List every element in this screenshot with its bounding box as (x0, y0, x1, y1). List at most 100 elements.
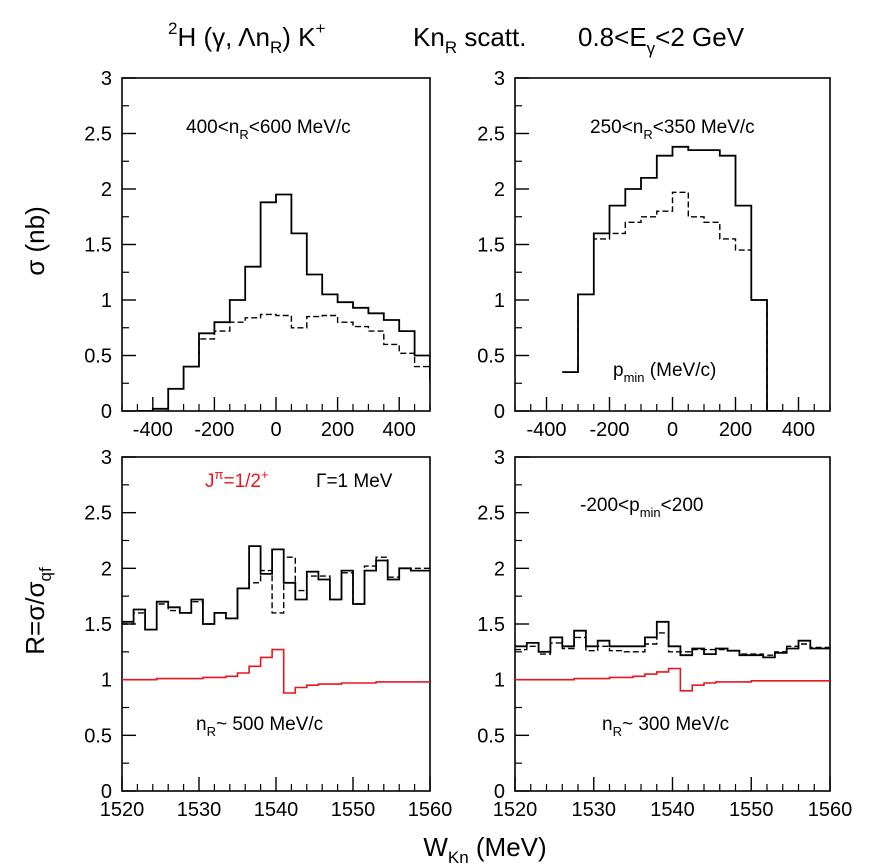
y-tick-label: 1 (101, 290, 112, 312)
panel4-nr-note: nR~ 300 MeV/c (602, 714, 729, 739)
x-tick-label: 1530 (177, 799, 222, 821)
x-tick-label: 0 (270, 419, 281, 441)
panel1-range-pre: 400<n (186, 117, 239, 138)
panel2-pmin-pre: p (613, 360, 624, 381)
panel4-pmin-sub: min (640, 505, 661, 520)
panel-top-left: 0 0.5 1 1.5 2 2.5 3 -400 -200 0 200 400 (84, 68, 431, 441)
y-tick-label: 2 (494, 179, 505, 201)
y-tick-label: 0.5 (477, 346, 505, 368)
y-tick-label: 0 (494, 401, 505, 423)
x-tick-label: -200 (589, 419, 629, 441)
panel4-nr-pre: n (602, 714, 613, 735)
panel4-nr-post: ~ 300 MeV/c (622, 714, 729, 735)
y-tick-label: 2.5 (84, 503, 112, 525)
panel2-range-post: <350 MeV/c (653, 117, 755, 138)
panel-top-right: 0 0.5 1 1.5 2 2.5 3 -400 -200 0 200 400 (477, 68, 831, 441)
y-tick-label: 1.5 (84, 614, 112, 636)
x-tick-label: -400 (133, 419, 173, 441)
panel1-range-post: <600 MeV/c (249, 117, 351, 138)
panel-bottom-left: 0 0.5 1 1.5 2 2.5 3 1520 1530 1540 1550 1560 (84, 447, 452, 821)
x-tick-label: 0 (667, 419, 678, 441)
y-tick-label: 1 (494, 670, 505, 692)
x-tick-label: 400 (383, 419, 416, 441)
y-tick-label: 2.5 (477, 503, 505, 525)
panel3-jpi-pre: J (205, 471, 215, 492)
x-tick-label: 1540 (254, 799, 299, 821)
y-tick-label: 2 (101, 179, 112, 201)
x-tick-label: 1520 (493, 799, 538, 821)
panel1-range-label: 400<nR<600 MeV/c (186, 117, 351, 142)
y-tick-label: 1.5 (477, 235, 505, 257)
svg-text:KnR scatt.: KnR scatt. (413, 22, 526, 57)
series-solid-line (137, 193, 430, 411)
panel1-range-sub: R (239, 127, 248, 142)
y-tick-label: 0.5 (477, 725, 505, 747)
y-tick-label: 2.5 (84, 124, 112, 146)
x-axis-label-bottom-pre: W (423, 832, 448, 862)
panel4-pmin-pre: -200<p (580, 495, 640, 516)
x-axis-label-bottom: WKn (MeV) (423, 832, 546, 867)
y-tick-label: 0 (101, 401, 112, 423)
panel4-pmin-post: <200 (661, 495, 704, 516)
panel3-jpi-sup2: + (261, 467, 269, 482)
series-dashed-line (515, 632, 830, 656)
y-axis-label-bottom: R=σ/σqf (20, 567, 55, 655)
x-tick-label: 1550 (729, 799, 774, 821)
title-energy-pre: 0.8<E (578, 22, 647, 52)
x-tick-label: 1520 (100, 799, 145, 821)
panel3-gamma-label: Γ=1 MeV (316, 471, 393, 492)
panel3-nr-note: nR~ 500 MeV/c (196, 714, 323, 739)
series-solid-line (562, 145, 783, 411)
title-reaction-post-sup: + (315, 19, 325, 38)
title-energy-post: <2 GeV (655, 22, 745, 52)
panel-bottom-right: 0 0.5 1 1.5 2 2.5 3 1520 1530 1540 1550 1560 (477, 447, 852, 821)
y-tick-label: 2 (494, 558, 505, 580)
title-scatt-pre: Kn (413, 22, 445, 52)
panel2-pmin-post: (MeV/c) (645, 360, 717, 381)
panel4-pmin-range: -200<pmin<200 (580, 495, 703, 520)
x-axis-label-bottom-sub: Kn (448, 848, 469, 867)
panel3-nr-post: ~ 500 MeV/c (216, 714, 323, 735)
x-tick-label: 1540 (650, 799, 695, 821)
panel3-jpi-mid: =1/2 (223, 471, 261, 492)
panel3-nr-sub: R (207, 724, 216, 739)
y-tick-label: 0.5 (84, 346, 112, 368)
y-tick-label: 0 (101, 781, 112, 803)
y-axis-label-top: σ (nb) (20, 206, 50, 276)
panel4-nr-sub: R (613, 724, 622, 739)
y-tick-label: 3 (101, 447, 112, 469)
series-dashed-line (562, 191, 783, 411)
series-dashed-line (122, 556, 430, 631)
panel2-pmin-note: pmin (MeV/c) (613, 360, 716, 385)
x-axis-label-bottom-post: (MeV) (469, 832, 547, 862)
series-red-line (515, 667, 830, 692)
plot-frame (121, 456, 431, 792)
title-reaction-sub: R (270, 38, 282, 57)
x-tick-label: 1530 (572, 799, 617, 821)
x-tick-label: 200 (321, 419, 354, 441)
x-tick-label: 200 (719, 419, 752, 441)
series-dashed-line (137, 313, 430, 411)
y-tick-label: 1 (494, 290, 505, 312)
y-tick-label: 1 (101, 670, 112, 692)
y-tick-label: 1.5 (477, 614, 505, 636)
panel3-jpi-label: Jπ=1/2+ (205, 467, 269, 492)
title-scatt-post: scatt. (457, 22, 526, 52)
y-tick-label: 3 (494, 447, 505, 469)
y-tick-label: 1.5 (84, 235, 112, 257)
panel2-pmin-sub: min (624, 370, 645, 385)
panel2-range-pre: 250<n (590, 117, 643, 138)
y-tick-label: 3 (494, 68, 505, 90)
x-tick-label: 1560 (408, 799, 453, 821)
figure-title: 2H (γ, ΛnR) K+ KnR scatt. 0.8<Eγ<2 GeV (168, 19, 745, 58)
x-tick-label: 1560 (808, 799, 853, 821)
title-scatt-sub: R (445, 38, 457, 57)
panel2-range-label: 250<nR<350 MeV/c (590, 117, 755, 142)
title-reaction-pre: H (γ, Λn (177, 22, 270, 52)
title-reaction-sup: 2 (168, 19, 177, 38)
title-reaction-post: ) K (282, 22, 316, 52)
y-tick-label: 2 (101, 558, 112, 580)
panel3-jpi-sup: π (215, 467, 224, 482)
x-tick-label: -200 (194, 419, 234, 441)
